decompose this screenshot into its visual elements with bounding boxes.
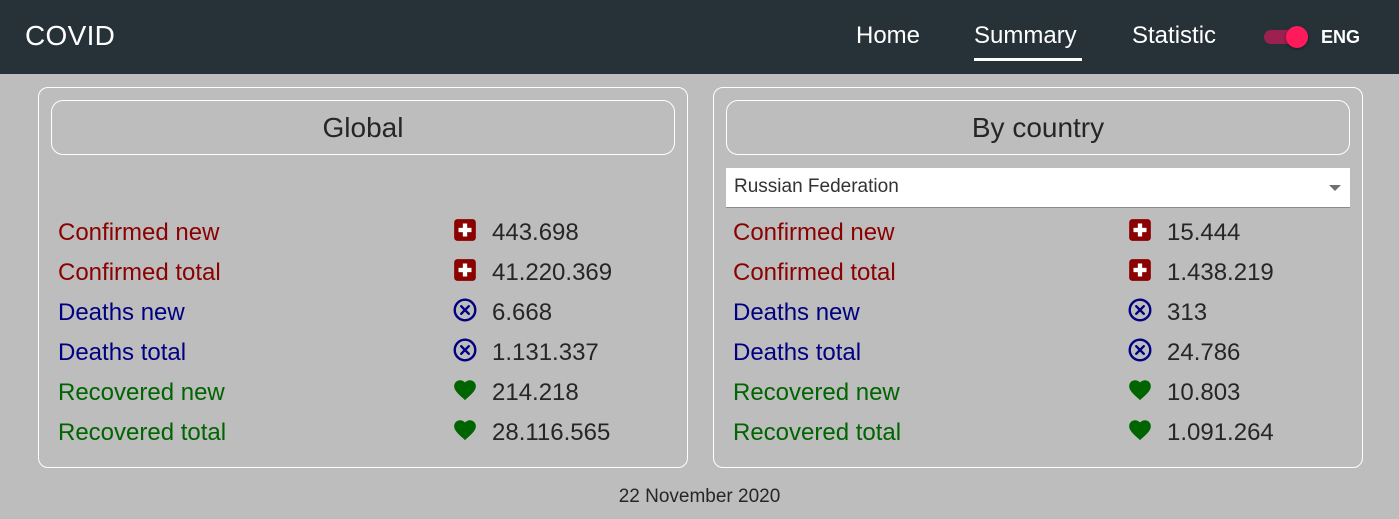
stat-row: Deaths total 1.131.337 xyxy=(39,337,689,379)
x-circle-icon xyxy=(452,337,478,363)
language-label: ENG xyxy=(1321,27,1361,47)
stat-label: Recovered total xyxy=(58,419,227,446)
stat-value: 6.668 xyxy=(492,299,553,326)
stat-value: 1.131.337 xyxy=(492,339,599,366)
stat-label: Confirmed new xyxy=(733,219,895,246)
stat-value: 28.116.565 xyxy=(492,419,611,446)
stat-label: Deaths total xyxy=(733,339,862,366)
stat-value: 1.438.219 xyxy=(1167,259,1274,286)
country-card: By country Russian Federation Confirmed … xyxy=(713,87,1363,468)
nav-home[interactable]: Home xyxy=(856,22,921,49)
stat-row: Recovered new 214.218 xyxy=(39,379,689,419)
stat-label: Confirmed new xyxy=(58,219,220,246)
stat-value: 443.698 xyxy=(492,219,579,246)
heart-icon xyxy=(1127,377,1153,403)
app-bar: COVID Home Summary Statistic ENG xyxy=(0,0,1399,74)
stat-value: 313 xyxy=(1167,299,1208,326)
plus-box-icon xyxy=(1127,217,1153,243)
plus-box-icon xyxy=(1127,257,1153,283)
stat-row: Deaths new 313 xyxy=(714,297,1364,339)
stat-label: Recovered new xyxy=(733,379,900,406)
country-select-value: Russian Federation xyxy=(734,176,899,197)
heart-icon xyxy=(452,417,478,443)
country-card-title: By country xyxy=(726,100,1350,155)
dropdown-caret-icon xyxy=(1329,185,1341,191)
stat-row: Recovered new 10.803 xyxy=(714,379,1364,419)
plus-box-icon xyxy=(452,257,478,283)
stat-value: 15.444 xyxy=(1167,219,1241,246)
stat-value: 24.786 xyxy=(1167,339,1241,366)
stat-value: 10.803 xyxy=(1167,379,1241,406)
nav-statistic[interactable]: Statistic xyxy=(1132,22,1217,49)
stat-row: Recovered total 28.116.565 xyxy=(39,419,689,459)
x-circle-icon xyxy=(1127,337,1153,363)
global-card: Global Confirmed new 443.698 Confirmed tot… xyxy=(38,87,688,468)
stat-row: Confirmed total 1.438.219 xyxy=(714,259,1364,299)
nav-summary[interactable]: Summary xyxy=(974,22,1077,49)
global-card-title: Global xyxy=(51,100,675,155)
stat-value: 214.218 xyxy=(492,379,579,406)
stat-value: 41.220.369 xyxy=(492,259,613,286)
stat-label: Recovered total xyxy=(733,419,902,446)
stat-row: Deaths new 6.668 xyxy=(39,297,689,339)
stat-value: 1.091.264 xyxy=(1167,419,1274,446)
stat-label: Confirmed total xyxy=(733,259,896,286)
stat-row: Recovered total 1.091.264 xyxy=(714,419,1364,459)
stat-row: Confirmed new 15.444 xyxy=(714,219,1364,259)
brand-title[interactable]: COVID xyxy=(25,20,116,51)
country-select[interactable]: Russian Federation xyxy=(726,168,1350,208)
stat-label: Confirmed total xyxy=(58,259,221,286)
stat-label: Recovered new xyxy=(58,379,225,406)
heart-icon xyxy=(1127,417,1153,443)
stat-label: Deaths new xyxy=(733,299,860,326)
language-toggle[interactable] xyxy=(1264,26,1310,48)
toggle-thumb xyxy=(1286,26,1308,48)
x-circle-icon xyxy=(452,297,478,323)
stat-row: Confirmed total 41.220.369 xyxy=(39,259,689,299)
stat-row: Confirmed new 443.698 xyxy=(39,219,689,259)
stat-row: Deaths total 24.786 xyxy=(714,337,1364,379)
stat-label: Deaths new xyxy=(58,299,185,326)
heart-icon xyxy=(452,377,478,403)
x-circle-icon xyxy=(1127,297,1153,323)
plus-box-icon xyxy=(452,217,478,243)
footer-date: 22 November 2020 xyxy=(618,486,781,507)
stat-label: Deaths total xyxy=(58,339,187,366)
nav-active-indicator xyxy=(974,58,1082,61)
